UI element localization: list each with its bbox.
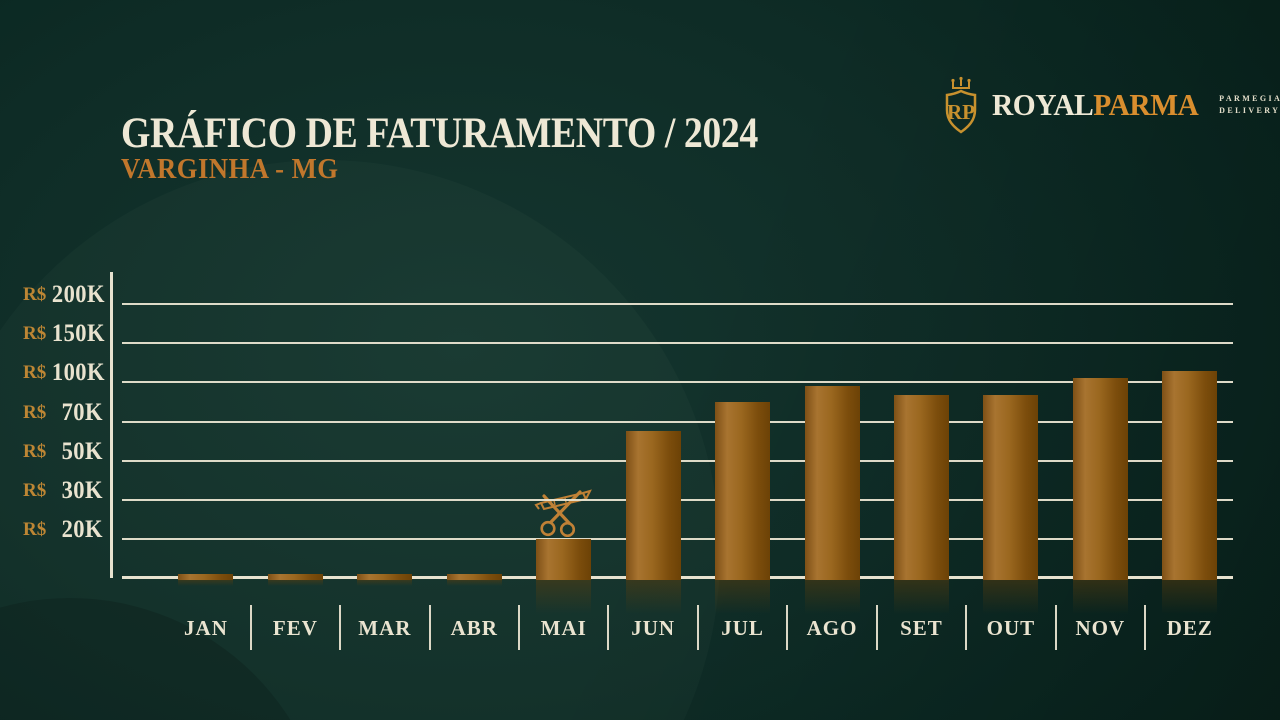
month-separator [518,605,520,650]
y-tick-value: 150K [52,320,106,347]
y-axis-label-200K: R$ 200K [23,280,106,309]
month-label-jun: JUN [631,616,676,640]
bar-fev [267,574,323,580]
currency-prefix: R$ [23,283,47,305]
month-label-fev: FEV [272,616,318,640]
month-label-ago: AGO [806,616,858,640]
month-label-nov: NOV [1075,616,1126,640]
month-label-jul: JUL [721,616,764,640]
bar-ago [804,386,860,580]
bar-reflection-jun [625,580,681,614]
bar-reflection-mai [536,580,592,614]
bar-reflection-out [983,580,1039,614]
brand-name-royal: ROYAL [992,87,1094,122]
page-subtitle: VARGINHA - MG [121,153,339,186]
month-label-mai: MAI [540,616,587,640]
month-label-mar: MAR [358,616,412,640]
currency-prefix: R$ [23,401,47,423]
bar-mai [536,539,592,580]
y-axis-label-30K: R$ 30K [23,477,103,505]
bar-reflection-dez [1162,580,1218,614]
month-separator [428,605,431,650]
bar-reflection-nov [1072,580,1128,614]
gridline-100K [122,381,1233,384]
y-tick-value: 100K [52,359,106,387]
month-label-jan: JAN [184,616,228,640]
y-tick-value: 20K [61,516,103,544]
y-axis-line [110,272,113,578]
y-axis-label-150K: R$ 150K [23,320,106,348]
y-tick-value: 30K [61,477,103,504]
currency-prefix: R$ [23,480,47,501]
month-label-dez: DEZ [1166,616,1213,640]
bar-jun [625,431,681,580]
brand-tagline-line1: PARMEGIANA [1219,94,1280,103]
brand-tagline: PARMEGIANA DELIVERY [1219,93,1280,117]
bar-reflection-fev [267,580,323,586]
month-separator [875,605,878,650]
gridline-70K [122,420,1233,423]
y-axis-label-20K: R$ 20K [23,516,103,544]
bar-jan [178,574,234,580]
bar-jul [715,401,771,580]
bar-dez [1162,371,1218,580]
bar-abr [446,574,502,580]
month-label-out: OUT [986,616,1036,640]
brand-name-parma: PARMA [1093,87,1199,122]
month-separator [339,605,342,650]
bar-nov [1072,377,1128,580]
month-label-set: SET [900,616,943,640]
crown-shield-monogram-icon: RP [945,76,977,134]
gridline-150K [122,342,1233,344]
currency-prefix: R$ [23,362,47,384]
brand-logo: RP ROYALPARMA PARMEGIANA DELIVERY [938,74,1280,136]
month-separator [786,605,789,650]
month-separator [696,605,699,650]
bar-mar [357,574,413,580]
y-tick-value: 70K [61,398,103,426]
bar-reflection-mar [357,580,413,586]
currency-prefix: R$ [23,440,47,462]
y-tick-value: 200K [52,280,106,308]
month-separator [607,605,610,650]
y-axis-label-100K: R$ 100K [23,359,106,387]
y-axis-label-70K: R$ 70K [23,399,103,427]
currency-prefix: R$ [23,519,47,541]
month-separator [965,605,968,650]
brand-name: ROYALPARMA [992,87,1199,123]
bar-out [983,395,1039,580]
bar-reflection-jul [715,580,771,614]
bar-reflection-set [893,580,949,614]
bar-reflection-ago [804,580,860,614]
month-separator [1054,605,1057,650]
y-tick-value: 50K [61,437,103,465]
y-axis-label-50K: R$ 50K [23,438,103,466]
gridline-200K [122,302,1233,305]
brand-monogram: RP [947,100,975,124]
bar-reflection-abr [446,580,502,586]
month-separator [249,605,252,650]
bar-set [893,395,949,580]
month-label-abr: ABR [450,616,498,640]
page-title: GRÁFICO DE FATURAMENTO / 2024 [121,109,758,157]
brand-tagline-line2: DELIVERY [1219,106,1280,115]
bar-reflection-jan [178,580,234,586]
scissors-ribbon-cutting-icon [534,489,592,537]
currency-prefix: R$ [23,323,47,344]
month-separator [1144,605,1147,650]
